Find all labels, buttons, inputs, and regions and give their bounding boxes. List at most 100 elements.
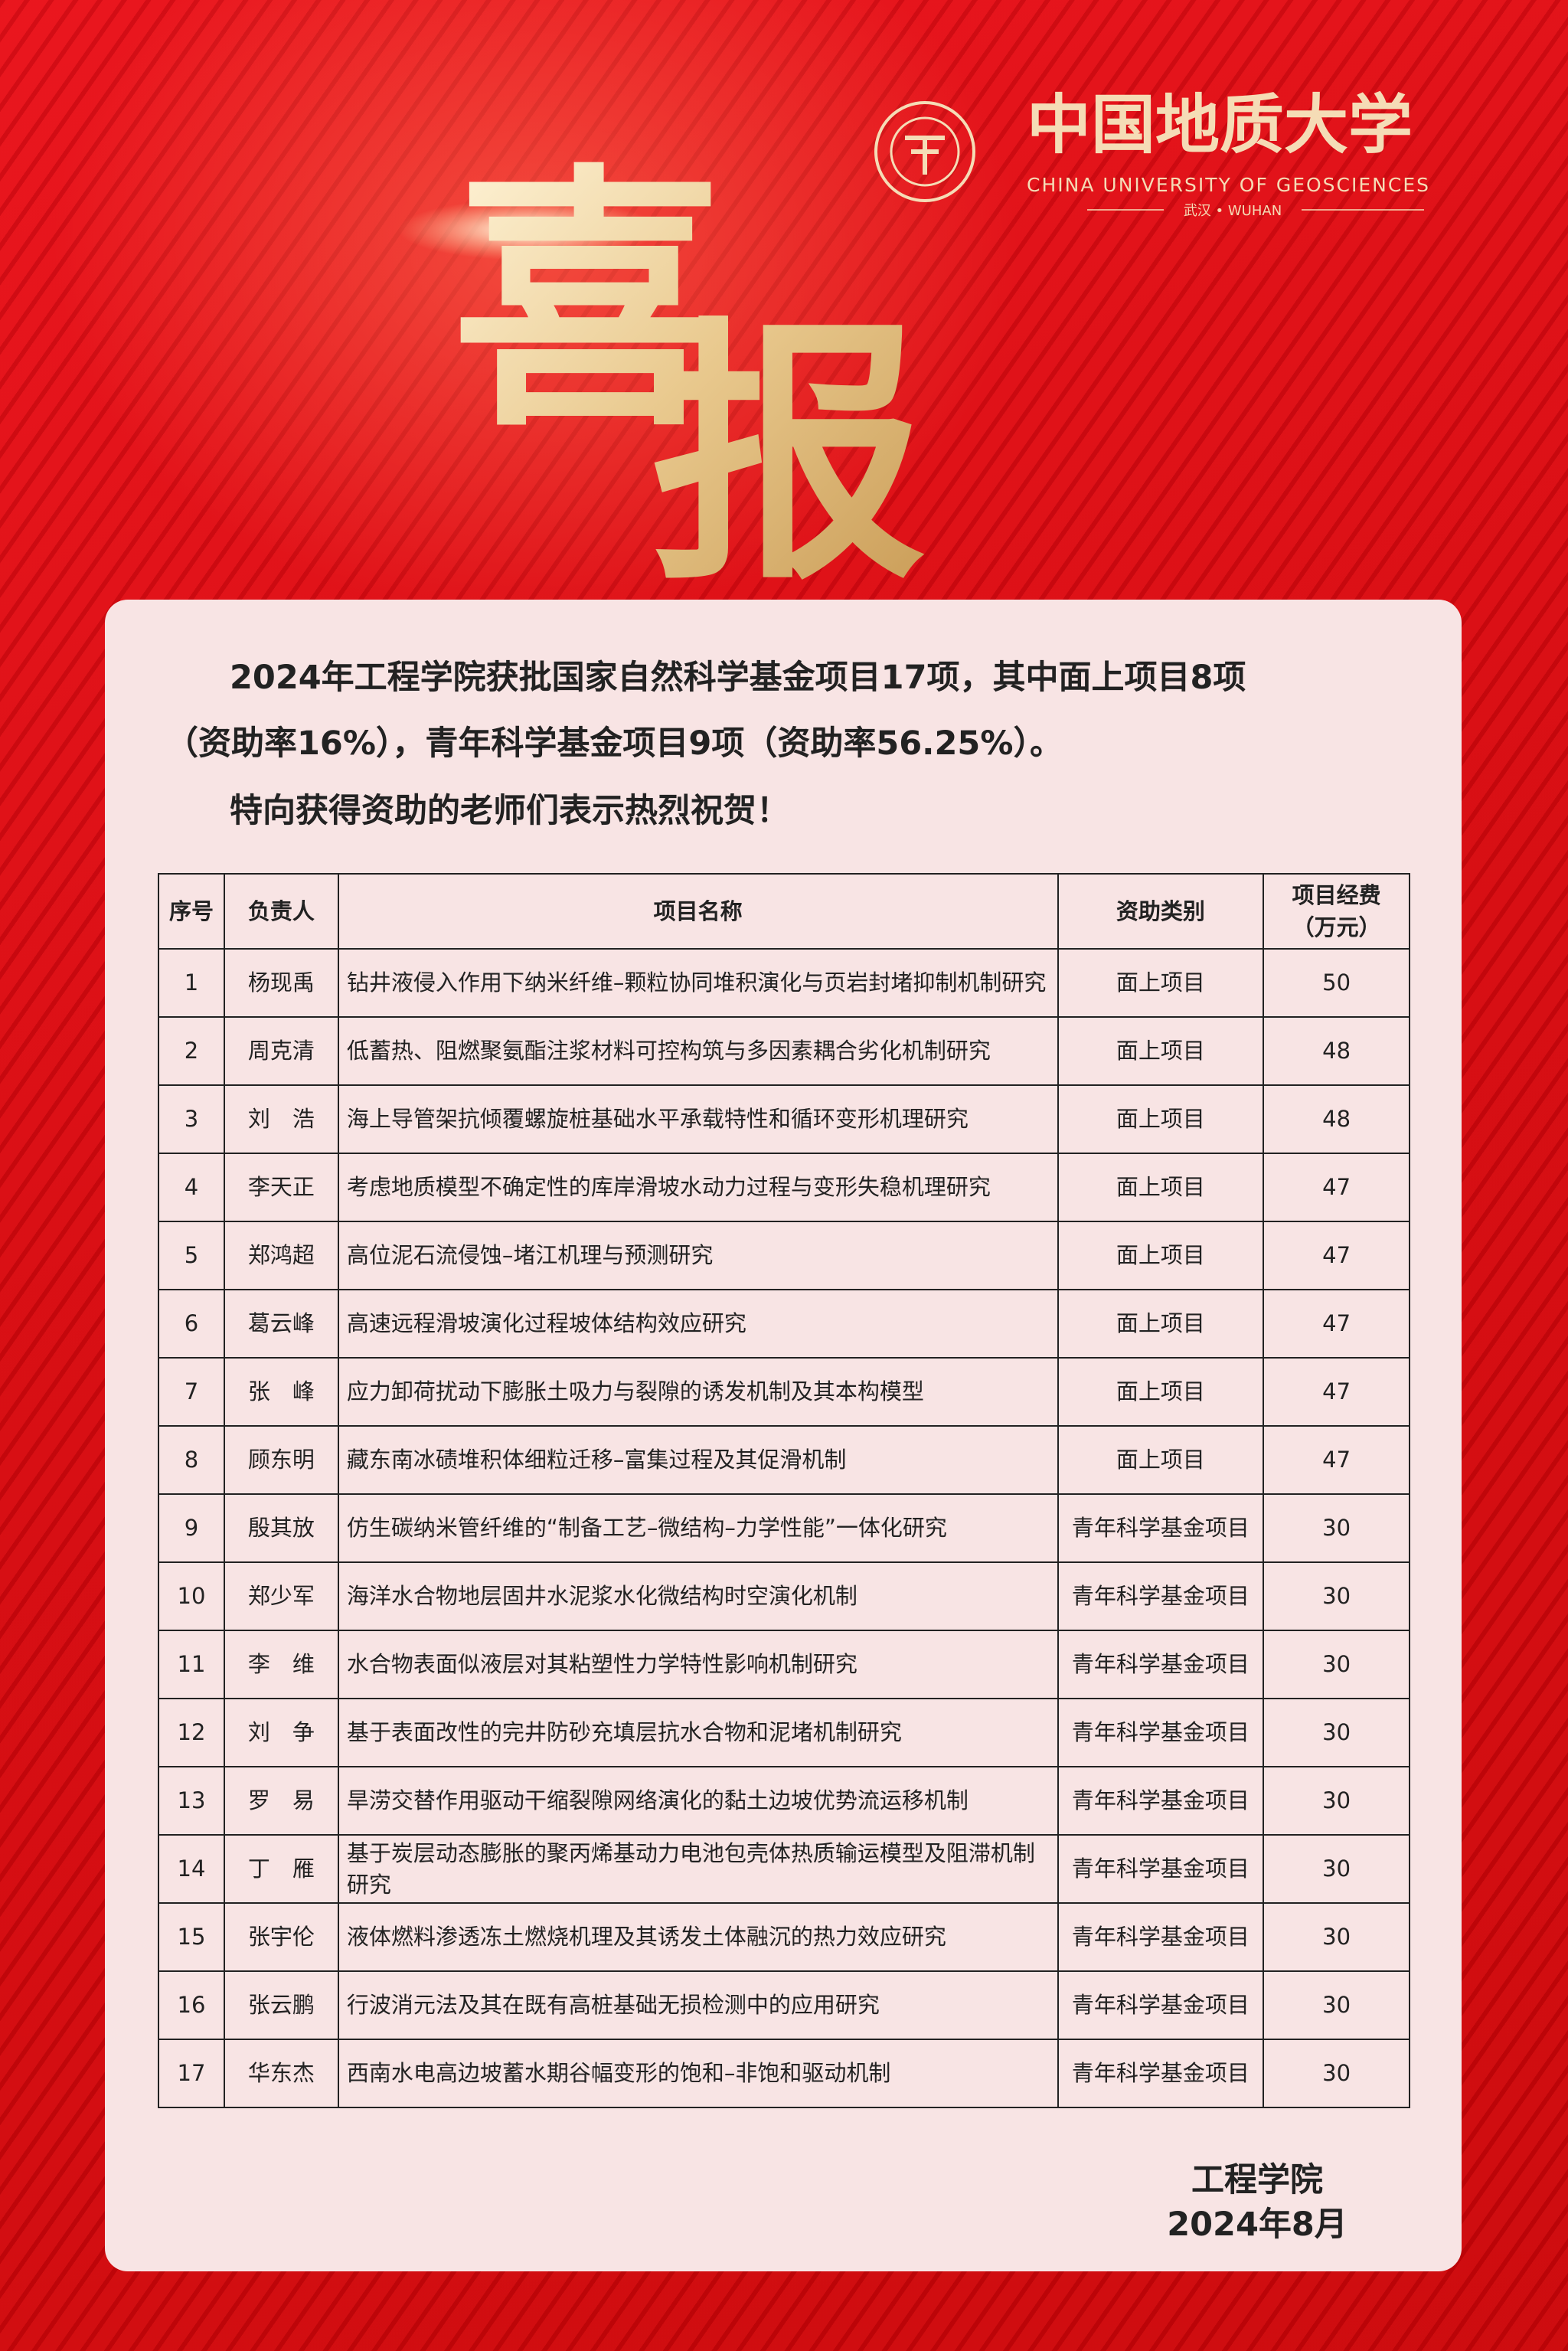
- leader: 张 峰: [223, 1357, 339, 1427]
- project-name: 液体燃料渗透冻土燃烧机理及其诱发土体融沉的热力效应研究: [337, 1902, 1059, 1972]
- table-row: 4 李天正 考虑地质模型不确定性的库岸滑坡水动力过程与变形失稳机理研究 面上项目 47: [158, 1153, 1410, 1222]
- table-row: 1 杨现禹 钻井液侵入作用下纳米纤维–颗粒协同堆积演化与页岩封堵抑制机制研究 面上项目…: [158, 948, 1410, 1018]
- table-row: 9 殷其放 仿生碳纳米管纤维的“制备工艺–微结构–力学性能”一体化研究 青年科学基金项…: [158, 1493, 1410, 1563]
- leader: 华东杰: [223, 2039, 339, 2108]
- row-number: 6: [158, 1289, 225, 1359]
- funding-amount: 30: [1263, 1902, 1410, 1972]
- funding-amount: 30: [1263, 1493, 1410, 1563]
- funding-type: 面上项目: [1057, 1289, 1265, 1359]
- row-number: 8: [158, 1425, 225, 1495]
- row-number: 13: [158, 1766, 225, 1836]
- project-name: 考虑地质模型不确定性的库岸滑坡水动力过程与变形失稳机理研究: [337, 1153, 1059, 1222]
- funding-amount: 47: [1263, 1221, 1410, 1290]
- project-name: 旱涝交替作用驱动干缩裂隙网络演化的黏土边坡优势流运移机制: [337, 1766, 1059, 1836]
- leader: 杨现禹: [223, 948, 339, 1018]
- table-row: 2 周克清 低蓄热、阻燃聚氨酯注浆材料可控构筑与多因素耦合劣化机制研究 面上项目 48: [158, 1016, 1410, 1086]
- leader: 顾东明: [223, 1425, 339, 1495]
- leader: 葛云峰: [223, 1289, 339, 1359]
- row-number: 17: [158, 2039, 225, 2108]
- project-name: 西南水电高边坡蓄水期谷幅变形的饱和–非饱和驱动机制: [337, 2039, 1059, 2108]
- table-row: 5 郑鸿超 高位泥石流侵蚀–堵江机理与预测研究 面上项目 47: [158, 1221, 1410, 1290]
- leader: 刘 争: [223, 1698, 339, 1767]
- row-number: 15: [158, 1902, 225, 1972]
- column-header: 负责人: [223, 873, 339, 950]
- funding-type: 面上项目: [1057, 1016, 1265, 1086]
- leader: 罗 易: [223, 1766, 339, 1836]
- table-row: 13 罗 易旱涝交替作用驱动干缩裂隙网络演化的黏土边坡优势流运移机制 青年科学基金项…: [158, 1766, 1410, 1836]
- funding-type: 面上项目: [1057, 1221, 1265, 1290]
- column-header: 项目名称: [337, 873, 1059, 950]
- funding-type: 面上项目: [1057, 948, 1265, 1018]
- leader: 郑鸿超: [223, 1221, 339, 1290]
- funding-type: 青年科学基金项目: [1057, 1902, 1265, 1972]
- leader: 殷其放: [223, 1493, 339, 1563]
- leader: 丁 雁: [223, 1834, 339, 1904]
- funding-type: 青年科学基金项目: [1057, 2039, 1265, 2108]
- project-name: 应力卸荷扰动下膨胀土吸力与裂隙的诱发机制及其本构模型: [337, 1357, 1059, 1427]
- row-number: 16: [158, 1970, 225, 2040]
- funding-type: 面上项目: [1057, 1084, 1265, 1154]
- funding-amount: 47: [1263, 1357, 1410, 1427]
- project-name: 高速远程滑坡演化过程坡体结构效应研究: [337, 1289, 1059, 1359]
- intro-line: 2024年工程学院获批国家自然科学基金项目17项，其中面上项目8项: [230, 659, 1246, 697]
- table-row: 8 顾东明 藏东南冰碛堆积体细粒迁移–富集过程及其促滑机制 面上项目 47: [158, 1425, 1410, 1495]
- hero: 喜报 中国地质大学 CHINA UNIVERSITY OF GEOSCIENCE…: [398, 87, 1429, 597]
- funding-amount: 30: [1263, 1766, 1410, 1836]
- funding-type: 面上项目: [1057, 1357, 1265, 1427]
- funding-amount: 47: [1263, 1289, 1410, 1359]
- leader: 李天正: [223, 1153, 339, 1222]
- column-header: 序号: [158, 873, 225, 950]
- row-number: 3: [158, 1084, 225, 1154]
- funding-amount: 30: [1263, 1630, 1410, 1699]
- row-number: 10: [158, 1561, 225, 1631]
- row-number: 14: [158, 1834, 225, 1904]
- table-row: 15 张宇伦 液体燃料渗透冻土燃烧机理及其诱发土体融沉的热力效应研究 青年科学基金项目…: [158, 1902, 1410, 1972]
- leader: 周克清: [223, 1016, 339, 1086]
- university-name: 中国地质大学: [1027, 87, 1413, 162]
- funding-amount: 47: [1263, 1425, 1410, 1495]
- column-header: 资助类别: [1057, 873, 1265, 950]
- row-number: 11: [158, 1630, 225, 1699]
- row-number: 9: [158, 1493, 225, 1563]
- row-number: 4: [158, 1153, 225, 1222]
- leader: 张宇伦: [223, 1902, 339, 1972]
- project-name: 基于炭层动态膨胀的聚丙烯基动力电池包壳体热质输运模型及阻滞机制研究: [337, 1834, 1059, 1904]
- funding-amount: 30: [1263, 1970, 1410, 2040]
- project-name: 仿生碳纳米管纤维的“制备工艺–微结构–力学性能”一体化研究: [337, 1493, 1059, 1563]
- project-name: 低蓄热、阻燃聚氨酯注浆材料可控构筑与多因素耦合劣化机制研究: [337, 1016, 1059, 1086]
- table-row: 11 李 维水合物表面似液层对其粘塑性力学特性影响机制研究 青年科学基金项目 30: [158, 1630, 1410, 1699]
- university-english: CHINA UNIVERSITY OF GEOSCIENCES: [1027, 174, 1429, 196]
- funding-type: 青年科学基金项目: [1057, 1698, 1265, 1767]
- funding-amount: 30: [1263, 2039, 1410, 2108]
- funding-amount: 48: [1263, 1084, 1410, 1154]
- department: 工程学院: [1191, 2161, 1323, 2199]
- project-name: 行波消元法及其在既有高桩基础无损检测中的应用研究: [337, 1970, 1059, 2040]
- table-row: 10 郑少军 海洋水合物地层固井水泥浆水化微结构时空演化机制 青年科学基金项目 30: [158, 1561, 1410, 1631]
- intro-line: （资助率16%），青年科学基金项目9项（资助率56.25%）。: [165, 724, 1063, 763]
- project-name: 海洋水合物地层固井水泥浆水化微结构时空演化机制: [337, 1561, 1059, 1631]
- funding-amount: 30: [1263, 1834, 1410, 1904]
- funding-amount: 48: [1263, 1016, 1410, 1086]
- funding-type: 青年科学基金项目: [1057, 1970, 1265, 2040]
- light-flare: [398, 199, 658, 260]
- project-name: 基于表面改性的完井防砂充填层抗水合物和泥堵机制研究: [337, 1698, 1059, 1767]
- header-row: 序号 负责人 项目名称 资助类别 项目经费 （万元）: [158, 873, 1410, 950]
- funding-type: 青年科学基金项目: [1057, 1766, 1265, 1836]
- funding-type: 青年科学基金项目: [1057, 1834, 1265, 1904]
- leader: 李 维: [223, 1630, 339, 1699]
- table-row: 14 丁 雁基于炭层动态膨胀的聚丙烯基动力电池包壳体热质输运模型及阻滞机制研究 青年…: [158, 1834, 1410, 1904]
- project-name: 水合物表面似液层对其粘塑性力学特性影响机制研究: [337, 1630, 1059, 1699]
- project-name: 藏东南冰碛堆积体细粒迁移–富集过程及其促滑机制: [337, 1425, 1059, 1495]
- project-name: 海上导管架抗倾覆螺旋桩基础水平承载特性和循环变形机理研究: [337, 1084, 1059, 1154]
- row-number: 1: [158, 948, 225, 1018]
- funding-amount: 47: [1263, 1153, 1410, 1222]
- row-number: 2: [158, 1016, 225, 1086]
- project-name: 钻井液侵入作用下纳米纤维–颗粒协同堆积演化与页岩封堵抑制机制研究: [337, 948, 1059, 1018]
- table-row: 6 葛云峰 高速远程滑坡演化过程坡体结构效应研究 面上项目 47: [158, 1289, 1410, 1359]
- emblem: [874, 101, 975, 202]
- funding-type: 青年科学基金项目: [1057, 1630, 1265, 1699]
- table-row: 12 刘 争基于表面改性的完井防砂充填层抗水合物和泥堵机制研究 青年科学基金项目 30: [158, 1698, 1410, 1767]
- university-city: 武汉 • WUHAN: [1184, 203, 1282, 219]
